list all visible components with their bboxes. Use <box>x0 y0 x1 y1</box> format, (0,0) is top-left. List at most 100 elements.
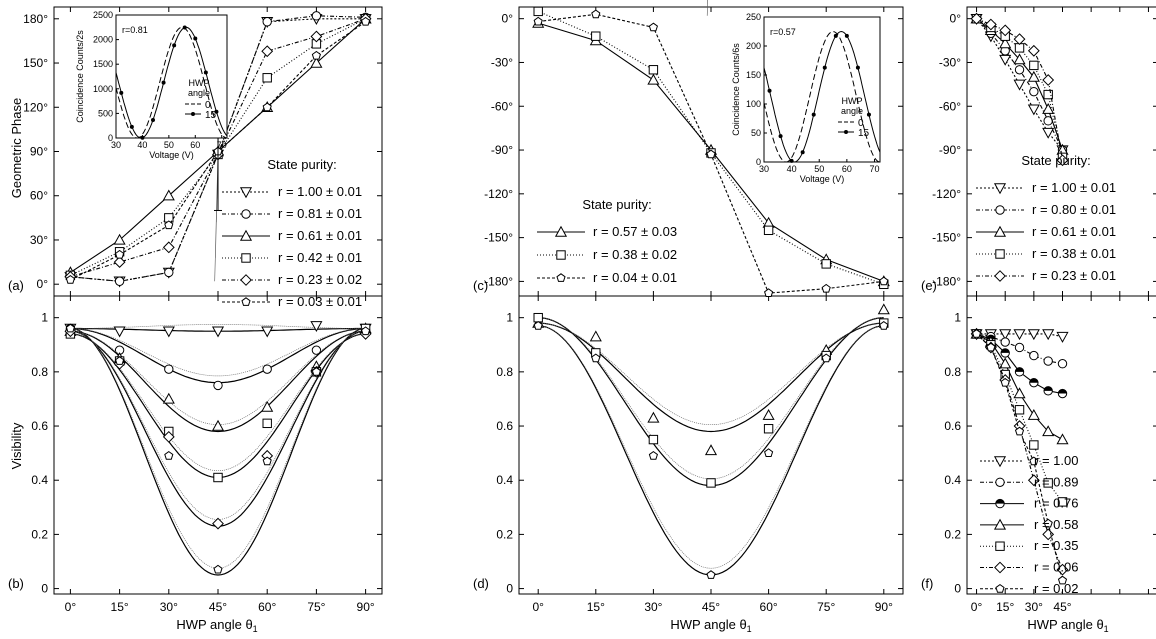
legend-marker-e-2 <box>993 225 1007 237</box>
point-e-4-0 <box>970 12 983 25</box>
inset-point-c-8 <box>855 65 860 70</box>
legend-text-c-1: r = 0.38 ± 0.02 <box>593 247 677 262</box>
ytick-label-d-0: 0 <box>506 582 513 596</box>
legend-text-f-1: r = 0.89 <box>1034 474 1078 489</box>
panel-letter-a: (a) <box>8 278 24 293</box>
inset-point-a-7 <box>193 36 198 41</box>
inset-ylabel-c: Coincidence Counts/6s <box>731 43 741 136</box>
inset-xtick-label-c-1: 40 <box>787 164 797 174</box>
ytick-label-d-3: 0.6 <box>496 419 513 433</box>
point-f-6-1 <box>986 342 996 352</box>
point-b-5-4 <box>262 456 272 466</box>
ytick-label-a-1: 30° <box>30 233 48 247</box>
legend-text-a-5: r = 0.03 ± 0.01 <box>278 294 362 309</box>
ytick-label-f-4: 0.8 <box>944 365 961 379</box>
point-c-2-0 <box>533 16 543 26</box>
inset-point-c-3 <box>800 150 805 155</box>
legend-marker-f-6 <box>995 583 1005 593</box>
point-a-5-2 <box>164 220 174 230</box>
inset-point-a-8 <box>203 70 208 75</box>
legend-text-e-0: r = 1.00 ± 0.01 <box>1032 180 1116 195</box>
text-layer: 0°30°60°90°120°150°180°(a)State purity:r… <box>8 12 1116 614</box>
xtick-label-f-3: 45° <box>1053 600 1071 614</box>
inset-point-c-1 <box>778 134 783 139</box>
panel-frame-b <box>53 295 383 595</box>
point-b-5-2 <box>164 450 174 460</box>
inset-curve-15-a <box>115 26 228 139</box>
ytick-label-f-5: 1 <box>954 311 961 325</box>
point-d-2-3 <box>706 570 716 579</box>
ytick-label-e-6: -180° <box>932 274 961 288</box>
legend-marker-f-1 <box>995 477 1005 487</box>
point-f-3-4 <box>1027 408 1040 420</box>
ytick-label-b-3: 0.6 <box>31 419 48 433</box>
inset-point-c-9 <box>866 112 871 117</box>
ytick-label-d-4: 0.8 <box>496 365 513 379</box>
xtick-label-d-4: 60° <box>760 600 778 614</box>
legend-text-a-0: r = 1.00 ± 0.01 <box>278 184 362 199</box>
inset-legend-text0-c: 0 <box>858 118 864 129</box>
legend-text-f-6: r = 0.02 <box>1034 581 1078 596</box>
inset-point-a-6 <box>182 25 187 30</box>
point-a-1-1 <box>114 276 125 286</box>
ytick-label-c-1: -30° <box>491 55 513 69</box>
theory-band-b-3 <box>70 333 366 472</box>
point-f-2-4-fill <box>1029 378 1039 383</box>
ytick-label-c-5: -150° <box>484 231 513 245</box>
point-e-0-2 <box>999 54 1012 66</box>
point-f-6-5 <box>1043 518 1053 528</box>
plot-d <box>532 303 890 579</box>
legend-text-c-0: r = 0.57 ± 0.03 <box>593 224 677 239</box>
point-f-4-4 <box>1029 440 1039 450</box>
inset-xtick-label-c-2: 50 <box>814 164 824 174</box>
point-c-1-0 <box>533 6 543 17</box>
point-a-5-1 <box>115 249 125 259</box>
legend-marker-a-4 <box>240 274 252 286</box>
point-e-2-5 <box>1042 102 1055 114</box>
point-f-1-4 <box>1029 350 1039 361</box>
inset-xtick-label-c-4: 70 <box>869 164 879 174</box>
ytick-label-c-2: -60° <box>491 99 513 113</box>
point-f-3-2 <box>999 357 1012 369</box>
point-b-5-6 <box>361 326 371 336</box>
point-a-1-4 <box>262 17 272 27</box>
inset-legend-title2-a: angle <box>188 88 210 98</box>
panel-letter-f: (f) <box>921 576 933 591</box>
point-d-1-0 <box>533 312 543 323</box>
point-b-5-5 <box>311 367 321 376</box>
point-d-2-0 <box>533 320 543 330</box>
legend-text-a-3: r = 0.42 ± 0.01 <box>278 250 362 265</box>
point-b-0-1 <box>113 326 126 338</box>
point-d-2-6 <box>879 320 889 330</box>
xtick-label-b-6: 90° <box>357 600 375 614</box>
point-f-3-5 <box>1042 425 1055 437</box>
inset-point-a-1 <box>129 124 134 129</box>
inset-point-a-5 <box>172 43 177 48</box>
legend-e: State purity: r = 1.00 ± 0.01 r = 0.80 ± 0… <box>976 153 1116 283</box>
panel-letter-d: (d) <box>473 576 489 591</box>
point-c-2-2 <box>648 22 658 32</box>
point-e-0-4 <box>1027 104 1040 116</box>
point-f-6-0 <box>972 329 982 338</box>
point-a-1-5 <box>311 11 322 21</box>
point-e-2-4 <box>1027 70 1040 82</box>
ytick-label-b-0: 0 <box>41 582 48 596</box>
point-f-2-2-fill <box>1001 348 1010 353</box>
point-b-2-3 <box>211 419 225 431</box>
point-d-0-4 <box>762 408 775 420</box>
point-a-2-2 <box>162 189 175 201</box>
legend-text-e-1: r = 0.80 ± 0.01 <box>1032 202 1116 217</box>
ytick-label-b-5: 1 <box>41 311 48 325</box>
inset-xtick-label-a-0: 30 <box>111 140 121 150</box>
legend-text-a-4: r = 0.23 ± 0.02 <box>278 272 362 287</box>
inset-ytick-label-a-3: 1500 <box>93 59 113 69</box>
point-f-1-5 <box>1043 356 1053 366</box>
svg-text:HWP angle θ1: HWP angle θ1 <box>1027 617 1108 634</box>
legend-marker-e-3 <box>995 249 1005 259</box>
plot-a <box>64 11 372 288</box>
point-f-6-3 <box>1014 426 1025 436</box>
panel-letter-c: (c) <box>473 278 488 293</box>
inset-point-c-6 <box>833 33 838 38</box>
legend-f: r = 1.00 r = 0.89 r = 0.76 r = 0.58 r = 0.35… <box>980 453 1078 596</box>
